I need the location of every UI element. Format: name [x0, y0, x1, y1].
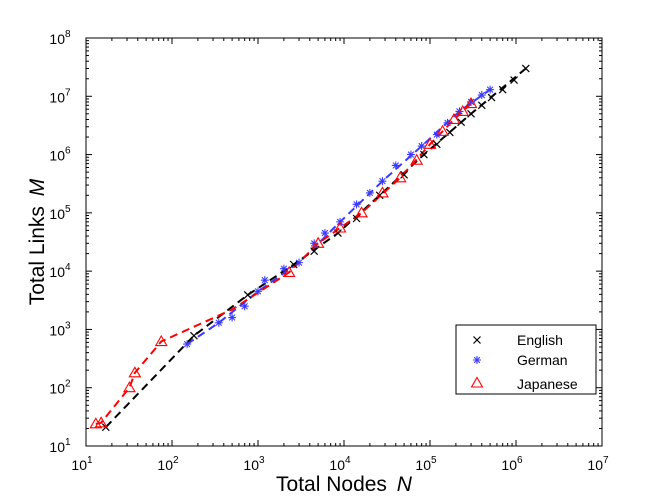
japanese-point — [456, 104, 470, 116]
german-point — [467, 97, 476, 106]
x-tick-label: 105 — [415, 455, 437, 473]
japanese-point — [122, 381, 136, 393]
y-tick-label: 107 — [49, 87, 71, 105]
japanese-point — [393, 171, 407, 183]
japanese-dashed-line — [95, 102, 472, 425]
legend-marker-english — [473, 336, 481, 344]
german-point — [432, 130, 441, 139]
english-point — [510, 76, 519, 84]
y-tick-label: 106 — [49, 146, 71, 164]
y-tick-label: 105 — [49, 204, 71, 222]
axis-ticks: 101 102 103 104 105 106 107 101 102 103 104 105 106 1… — [49, 29, 609, 473]
english-point — [420, 150, 428, 159]
japanese-point — [311, 236, 325, 248]
japanese-point — [94, 416, 108, 428]
japanese-point — [464, 96, 478, 109]
y-tick-label: 101 — [49, 437, 71, 455]
y-tick-label: 102 — [49, 379, 71, 397]
english-point — [310, 247, 319, 256]
english-point — [521, 64, 530, 73]
english-point — [498, 85, 507, 94]
german-point — [477, 91, 486, 100]
german-point — [320, 229, 329, 238]
english-point — [289, 260, 298, 269]
english-point — [477, 101, 486, 110]
japanese-point — [154, 334, 168, 347]
japanese-point — [89, 417, 103, 429]
japanese-point — [333, 221, 347, 233]
x-tick-label: 103 — [243, 455, 265, 473]
german-point — [365, 188, 374, 197]
legend-label-german: German — [517, 352, 568, 368]
japanese-point — [447, 112, 461, 125]
german-point — [295, 258, 304, 267]
german-point — [486, 85, 495, 94]
german-point — [310, 239, 319, 248]
japanese-point — [128, 366, 142, 378]
japanese-point — [423, 137, 437, 149]
english-point — [352, 214, 361, 223]
german-point — [228, 313, 237, 322]
german-point — [352, 200, 361, 209]
english-point — [400, 170, 409, 179]
x-axis-title: Total Nodes N — [276, 473, 413, 496]
english-point — [190, 331, 198, 340]
legend-label-japanese: Japanese — [517, 376, 578, 392]
y-tick-label: 104 — [49, 262, 71, 280]
legend: English German Japanese — [455, 324, 597, 395]
legend-markers — [470, 336, 484, 388]
japanese-point — [410, 153, 424, 165]
english-point — [375, 191, 384, 200]
german-point — [417, 142, 426, 151]
german-point — [391, 161, 400, 170]
german-point — [443, 118, 452, 127]
x-tick-label: 106 — [501, 455, 523, 473]
english-point — [243, 291, 252, 299]
y-tick-label: 108 — [49, 29, 71, 47]
data-markers — [89, 64, 530, 432]
legend-label-english: English — [517, 332, 563, 348]
german-point — [254, 287, 262, 296]
japanese-point — [436, 124, 450, 136]
german-point — [240, 302, 249, 311]
x-tick-label: 104 — [329, 455, 351, 473]
german-point — [183, 340, 192, 349]
x-tick-label: 102 — [157, 455, 179, 473]
english-point — [487, 93, 496, 102]
english-point — [457, 118, 466, 127]
english-point — [467, 109, 475, 118]
x-tick-label: 101 — [71, 455, 93, 473]
legend-marker-japanese — [470, 376, 484, 388]
japanese-point — [376, 186, 389, 198]
german-point — [406, 150, 415, 159]
legend-marker-german — [473, 356, 481, 364]
japanese-point — [282, 265, 296, 277]
y-axis-title: Total Links M — [26, 178, 49, 305]
japanese-point — [355, 206, 369, 218]
german-point — [260, 276, 269, 285]
german-point — [279, 264, 288, 273]
german-point — [214, 318, 223, 327]
x-tick-label: 107 — [587, 455, 609, 473]
y-tick-label: 103 — [49, 320, 71, 338]
german-point — [378, 177, 387, 186]
